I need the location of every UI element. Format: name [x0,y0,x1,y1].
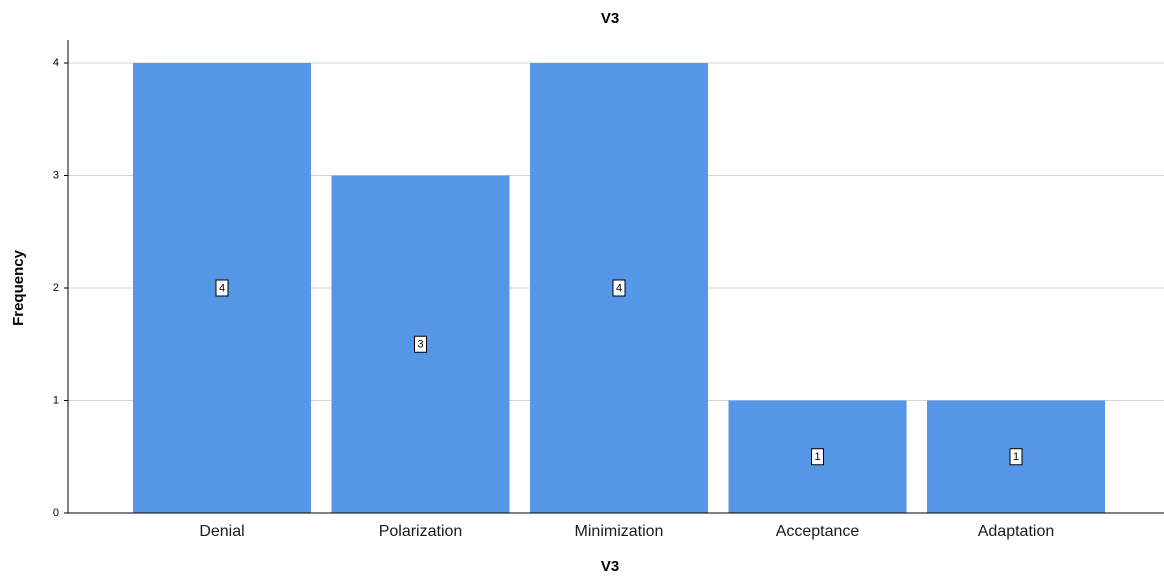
y-axis-title: Frequency [10,249,27,326]
data-label-box [811,448,824,466]
x-tick-label: Denial [199,523,244,540]
data-label-box [1009,448,1023,466]
axes [64,40,1164,514]
y-tick-label: 4 [53,57,59,69]
data-label-box [215,279,229,297]
data-labels: 4 3 4 1 1 [215,279,1023,466]
data-label: 4 [616,282,622,294]
x-tick-label: Adaptation [978,523,1055,540]
y-tick-label: 3 [53,169,59,181]
x-tick-labels: Denial Polarization Minimization Acceptance… [199,523,1054,540]
data-label: 1 [814,451,820,463]
y-tick-label: 2 [53,282,59,294]
data-label: 4 [219,282,225,294]
data-label: 1 [1013,451,1019,463]
data-label: 3 [417,339,423,351]
x-tick-label: Polarization [379,523,463,540]
y-tick-label: 0 [53,507,59,519]
y-tick-labels: 0 1 2 3 4 [53,57,59,519]
x-tick-label: Acceptance [776,523,860,540]
x-axis-title: V3 [601,558,619,575]
x-tick-label: Minimization [575,523,664,540]
y-tick-label: 1 [53,394,59,406]
data-label-box [612,279,626,297]
chart-title: V3 [601,10,619,27]
data-label-box [414,335,427,353]
